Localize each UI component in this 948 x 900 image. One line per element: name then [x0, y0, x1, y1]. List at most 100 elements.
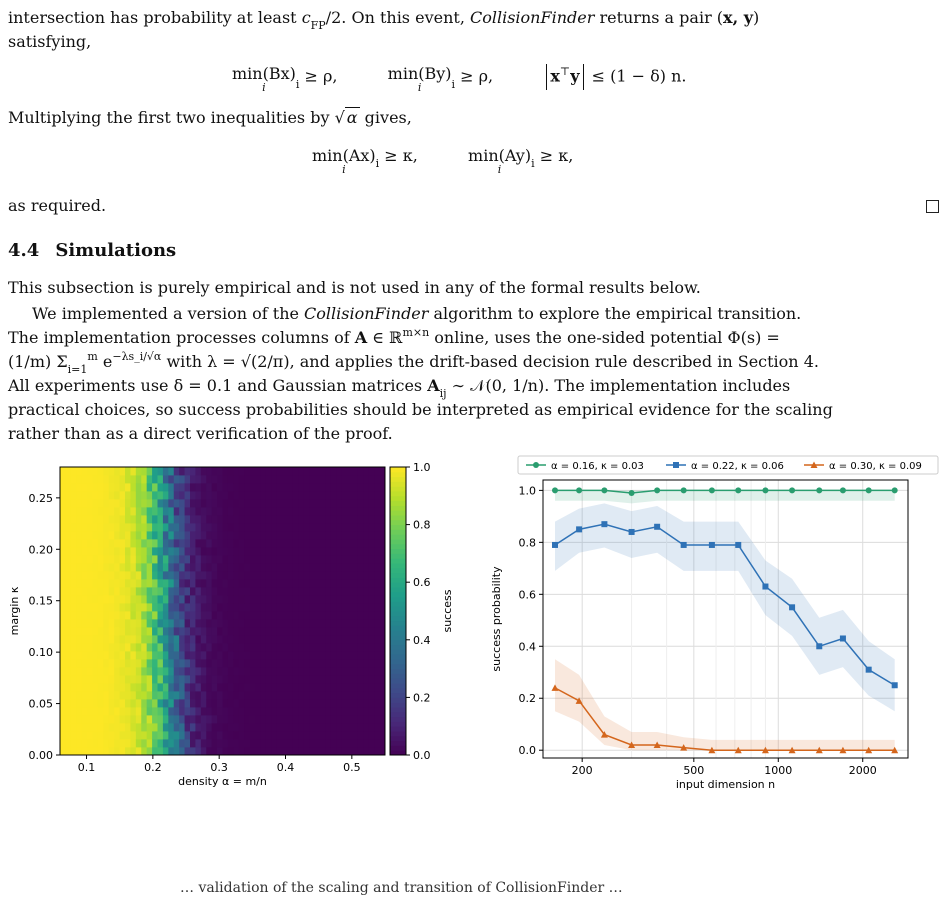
heatmap-cell: [227, 675, 234, 684]
data-point: [653, 741, 661, 749]
heatmap-cell: [195, 635, 202, 644]
math-superscript: ⊤: [559, 64, 571, 78]
heatmap-cell: [70, 571, 77, 580]
heatmap-cell: [260, 475, 267, 484]
heatmap-cell: [352, 635, 359, 644]
heatmap-cell: [70, 707, 77, 716]
heatmap-cell: [244, 723, 250, 732]
heatmap-cell: [336, 627, 343, 636]
text-span: with λ = √(2/π), and applies the drift-b…: [161, 352, 819, 371]
heatmap-cell: [325, 643, 332, 652]
heatmap-cell: [244, 747, 250, 756]
heatmap-cell: [233, 499, 240, 508]
colorbar-segment: [390, 543, 406, 550]
heatmap-cell: [146, 515, 153, 524]
heatmap-cell: [179, 715, 185, 724]
heatmap-cell: [168, 619, 175, 628]
heatmap-cell: [200, 619, 207, 628]
heatmap-cell: [162, 579, 169, 588]
heatmap-cell: [130, 555, 137, 564]
heatmap-cell: [162, 587, 169, 596]
heatmap-cell: [125, 675, 131, 684]
heatmap-cell: [352, 627, 359, 636]
heatmap-cell: [173, 491, 180, 500]
heatmap-cell: [76, 467, 83, 476]
heatmap-cell: [173, 563, 180, 572]
heatmap-cell: [119, 675, 126, 684]
body-paragraph-1: This subsection is purely empirical and …: [8, 278, 701, 297]
heatmap-cell: [179, 635, 185, 644]
heatmap-cell: [81, 619, 88, 628]
heatmap-cell: [303, 579, 310, 588]
series-line: [554, 523, 896, 686]
heatmap-cell: [314, 627, 321, 636]
colorbar-segment: [390, 716, 406, 722]
heatmap-cell: [271, 515, 278, 524]
heatmap-cell: [152, 483, 158, 492]
heatmap-cell: [320, 563, 326, 572]
heatmap-cell: [179, 475, 185, 484]
colorbar-segment: [390, 654, 406, 660]
heatmap-cell: [368, 555, 375, 564]
heatmap-cell: [108, 563, 115, 572]
heatmap-cell: [222, 651, 229, 660]
heatmap-cell: [130, 659, 137, 668]
heatmap-cell: [347, 675, 353, 684]
heatmap-cell: [200, 579, 207, 588]
heatmap-cell: [195, 571, 202, 580]
data-point: [680, 744, 688, 751]
heatmap-cell: [92, 579, 99, 588]
heatmap-cell: [292, 747, 299, 756]
heatmap-cell: [357, 587, 364, 596]
heatmap-cell: [76, 611, 83, 620]
heatmap-cell: [357, 683, 364, 692]
heatmap-cell: [206, 627, 213, 636]
heatmap-cell: [125, 707, 131, 716]
heatmap-cell: [92, 563, 99, 572]
data-point: [576, 487, 583, 494]
heatmap-cell: [70, 491, 77, 500]
heatmap-cell: [292, 571, 299, 580]
heatmap-cell: [287, 651, 294, 660]
heatmap-cell: [363, 547, 370, 556]
heatmap-cell: [233, 611, 240, 620]
heatmap-cell: [108, 683, 115, 692]
heatmap-cell: [255, 699, 261, 708]
heatmap-cell: [282, 635, 288, 644]
heatmap-cell: [352, 547, 359, 556]
heatmap-cell: [87, 563, 93, 572]
heatmap-cell: [119, 483, 126, 492]
data-point: [654, 487, 661, 494]
colorbar-segment: [390, 707, 406, 713]
heatmap-cell: [135, 691, 142, 700]
colorbar-segment: [390, 548, 406, 554]
heatmap-cell: [379, 587, 386, 596]
heatmap-cell: [352, 683, 359, 692]
heatmap-cell: [162, 491, 169, 500]
heatmap-cell: [217, 739, 223, 748]
heatmap-cell: [222, 667, 229, 676]
heatmap-cell: [65, 707, 72, 716]
heatmap-cell: [287, 627, 294, 636]
heatmap-cell: [320, 579, 326, 588]
heatmap-cell: [81, 571, 88, 580]
heatmap-cell: [130, 731, 137, 740]
heatmap-cell: [114, 619, 120, 628]
heatmap-cell: [103, 651, 110, 660]
legend-marker: [673, 462, 679, 468]
heatmap-cell: [157, 651, 164, 660]
heatmap-cell: [374, 715, 380, 724]
heatmap-cell: [206, 595, 213, 604]
heatmap-cell: [298, 555, 305, 564]
heatmap-cell: [330, 499, 337, 508]
heatmap-cell: [298, 627, 305, 636]
heatmap-cell: [141, 651, 148, 660]
heatmap-cell: [60, 731, 66, 740]
heatmap-cell: [379, 635, 386, 644]
heatmap-cell: [162, 683, 169, 692]
heatmap-cell: [179, 563, 185, 572]
heatmap-cell: [130, 515, 137, 524]
heatmap-cell: [271, 579, 278, 588]
data-point: [600, 731, 608, 738]
heatmap-cell: [168, 739, 175, 748]
